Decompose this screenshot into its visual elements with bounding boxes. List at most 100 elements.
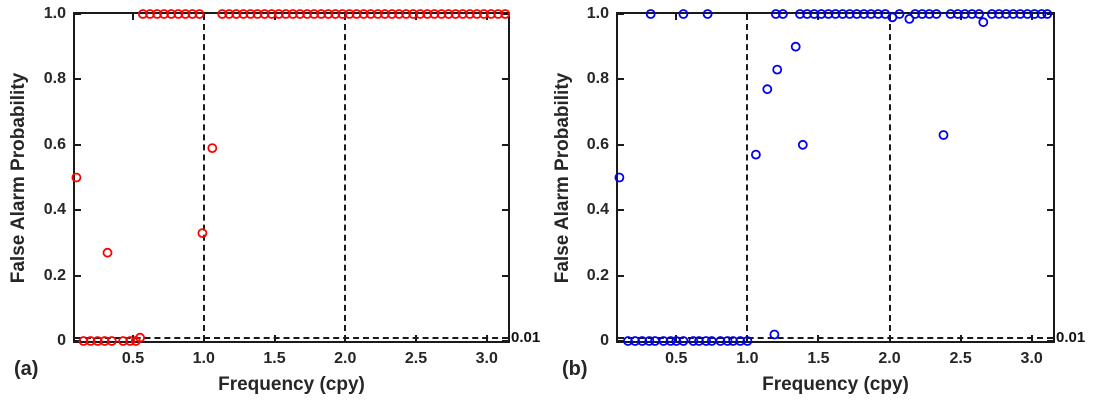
data-point-marker bbox=[931, 9, 942, 19]
significance-level-label: 0.01 bbox=[1056, 328, 1086, 346]
x-tick-top bbox=[132, 14, 135, 20]
data-point-marker bbox=[309, 9, 320, 19]
x-tick-label: 2.5 bbox=[404, 350, 428, 367]
y-tick-right bbox=[1047, 340, 1053, 342]
y-tick-label: 0.4 bbox=[586, 201, 609, 219]
x-tick-label: 3.0 bbox=[475, 350, 498, 367]
y-tick bbox=[618, 340, 624, 342]
data-point-marker bbox=[809, 9, 820, 19]
x-tick bbox=[959, 335, 962, 341]
x-tick-top bbox=[675, 14, 678, 20]
data-point-marker bbox=[844, 9, 855, 19]
data-point-marker bbox=[358, 9, 369, 19]
data-point-marker bbox=[706, 336, 717, 346]
data-point-marker bbox=[408, 9, 419, 19]
data-point-marker bbox=[644, 336, 655, 346]
x-tick-label: 0.5 bbox=[665, 350, 688, 367]
y-tick bbox=[75, 340, 81, 342]
y-tick-label: 0 bbox=[600, 332, 609, 349]
data-point-marker bbox=[645, 9, 656, 19]
plot-area-b: 0.01 0.5 1.0 1.5 2.0 2.5 3.0 0 0.2 0.4 0.6 0.8 1.0 bbox=[587, 5, 1085, 367]
reference-vline bbox=[746, 14, 749, 341]
y-tick-right bbox=[1047, 143, 1053, 146]
data-point-marker bbox=[415, 9, 426, 19]
data-point-marker bbox=[722, 336, 733, 346]
y-tick bbox=[75, 78, 81, 81]
data-point-marker bbox=[302, 9, 313, 19]
y-tick-right bbox=[502, 143, 508, 146]
x-tick bbox=[675, 335, 678, 341]
data-point-marker bbox=[273, 9, 284, 19]
x-tick bbox=[273, 335, 276, 341]
data-point-marker bbox=[457, 9, 468, 19]
significance-hline bbox=[618, 336, 1053, 339]
significance-hline bbox=[75, 336, 508, 339]
x-tick-top bbox=[746, 14, 749, 20]
x-tick bbox=[888, 335, 891, 341]
data-point-marker bbox=[173, 9, 184, 19]
data-point-marker bbox=[959, 9, 970, 19]
data-point-marker bbox=[231, 9, 242, 19]
data-point-marker bbox=[85, 336, 96, 346]
y-axis-label: False Alarm Probability bbox=[8, 72, 29, 284]
plot-area-a: 0.01 0.5 1.0 1.5 2.0 2.5 3.0 0 0.2 0.4 0.6 0.8 1.0 bbox=[44, 5, 540, 367]
data-point-marker bbox=[71, 172, 82, 183]
data-point-marker bbox=[715, 336, 726, 346]
data-point-marker bbox=[974, 9, 985, 19]
x-tick bbox=[202, 335, 205, 341]
data-point-marker bbox=[790, 41, 801, 52]
data-point-marker bbox=[777, 9, 788, 19]
data-point-marker bbox=[316, 9, 327, 19]
data-point-marker bbox=[500, 9, 511, 19]
x-tick-label: 1.0 bbox=[192, 350, 215, 367]
y-tick-right bbox=[1047, 274, 1053, 277]
y-tick-right bbox=[502, 340, 508, 342]
y-tick bbox=[618, 274, 624, 277]
y-tick-right bbox=[1047, 13, 1053, 15]
x-tick-top bbox=[202, 14, 205, 20]
data-point-marker bbox=[471, 9, 482, 19]
data-point-marker bbox=[650, 336, 660, 346]
x-tick-label: 1.0 bbox=[736, 350, 759, 367]
x-tick bbox=[344, 335, 347, 341]
y-tick-label: 0.6 bbox=[586, 135, 609, 153]
data-point-marker bbox=[797, 139, 808, 150]
data-point-marker bbox=[194, 9, 205, 19]
data-point-marker bbox=[688, 336, 699, 346]
data-point-marker bbox=[894, 9, 905, 19]
y-tick-label: 0.8 bbox=[43, 70, 66, 88]
y-tick-label: 0.4 bbox=[43, 201, 66, 219]
data-point-marker bbox=[701, 336, 711, 346]
false-alarm-probability-blue-markers bbox=[614, 9, 1053, 346]
data-point-marker bbox=[1022, 9, 1033, 19]
y-tick bbox=[618, 209, 624, 212]
data-point-marker bbox=[259, 9, 270, 19]
data-point-marker bbox=[678, 336, 689, 346]
panel-a: False Alarm Probability 0.01 0.5 1.0 1.5 2.0… bbox=[0, 0, 549, 409]
y-tick bbox=[75, 274, 81, 277]
y-tick-label: 0.8 bbox=[586, 70, 609, 88]
y-axis-label: False Alarm Probability bbox=[552, 72, 573, 284]
y-tick-label: 0.2 bbox=[43, 266, 66, 284]
x-tick bbox=[485, 335, 488, 341]
y-tick bbox=[618, 13, 624, 15]
data-point-marker bbox=[152, 9, 162, 19]
data-point-marker bbox=[978, 17, 989, 28]
data-point-marker bbox=[858, 9, 869, 19]
data-point-marker bbox=[658, 336, 669, 346]
y-tick-right bbox=[502, 209, 508, 212]
x-tick-label: 1.5 bbox=[263, 350, 286, 367]
data-point-marker bbox=[1015, 9, 1026, 19]
x-tick bbox=[415, 335, 418, 341]
y-tick bbox=[75, 209, 81, 212]
y-tick-label: 0.6 bbox=[43, 135, 66, 153]
false-alarm-probability-red-markers bbox=[71, 9, 511, 346]
data-point-marker bbox=[904, 14, 915, 24]
data-point-marker bbox=[365, 9, 376, 19]
reference-vline bbox=[202, 14, 205, 341]
y-tick bbox=[618, 143, 624, 146]
data-point-marker bbox=[1036, 9, 1047, 19]
data-point-marker bbox=[266, 9, 277, 19]
x-tick-label: 2.0 bbox=[334, 350, 357, 367]
